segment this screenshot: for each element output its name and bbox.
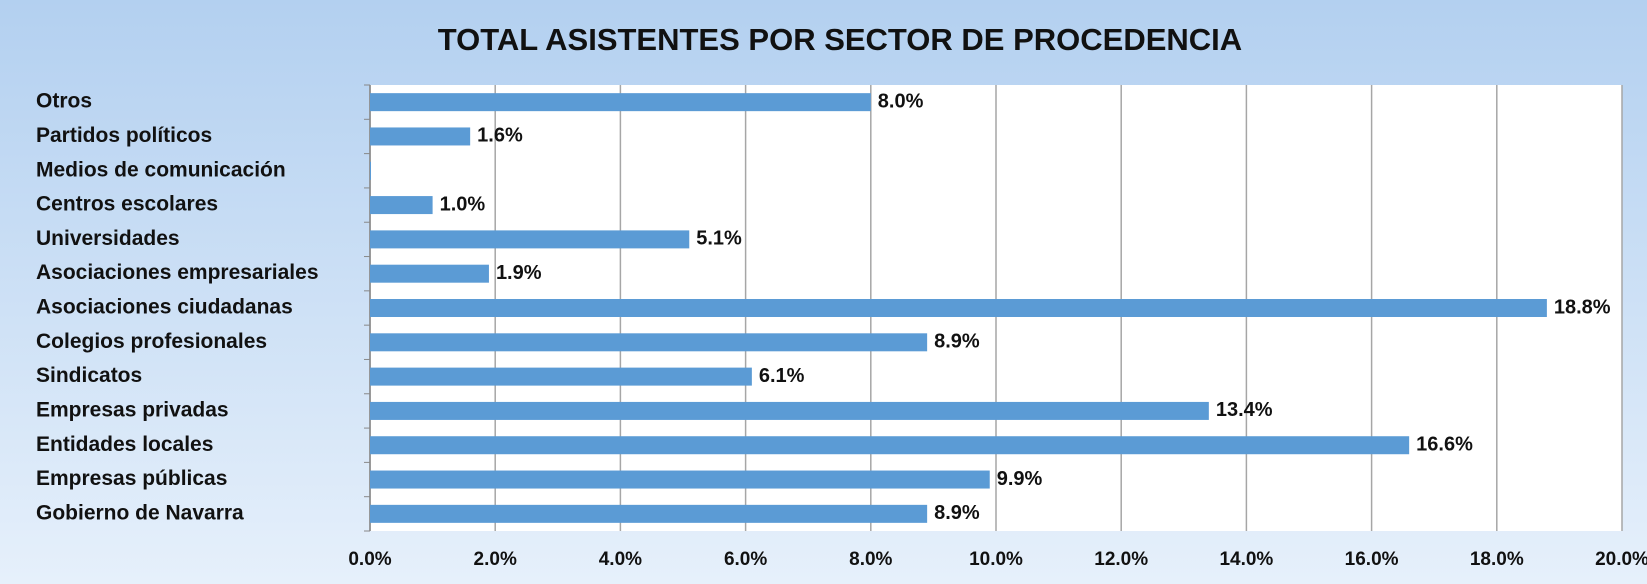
- bar: [370, 504, 928, 523]
- x-tick-label: 12.0%: [1094, 549, 1148, 570]
- y-tick-label: Universidades: [36, 227, 180, 250]
- y-tick-label: Sindicatos: [36, 364, 142, 387]
- y-tick-label: Entidades locales: [36, 433, 213, 456]
- value-label: 1.9%: [496, 262, 542, 284]
- bar: [370, 230, 690, 249]
- y-tick-label: Asociaciones empresariales: [36, 261, 319, 284]
- value-label: 8.0%: [878, 90, 924, 112]
- x-tick-label: 14.0%: [1219, 549, 1273, 570]
- y-tick-label: Medios de comunicación: [36, 158, 286, 181]
- x-tick-label: 10.0%: [969, 549, 1023, 570]
- value-label: 1.0%: [440, 193, 486, 215]
- value-label: 9.9%: [997, 468, 1043, 490]
- bar: [370, 367, 752, 386]
- x-tick-label: 20.0%: [1595, 549, 1647, 570]
- value-label: 1.6%: [477, 125, 523, 147]
- bar: [370, 299, 1547, 317]
- bar: [370, 161, 371, 180]
- value-label: 8.9%: [934, 502, 980, 524]
- y-tick-label: Gobierno de Navarra: [36, 501, 244, 524]
- value-label: 13.4%: [1216, 399, 1273, 421]
- value-label: 6.1%: [759, 365, 805, 387]
- value-label: 5.1%: [696, 228, 742, 250]
- y-tick-label: Asociaciones ciudadanas: [36, 296, 293, 319]
- x-tick-label: 0.0%: [348, 549, 391, 570]
- x-tick-label: 4.0%: [599, 549, 642, 570]
- bar: [370, 196, 433, 215]
- bar: [370, 333, 928, 352]
- y-tick-label: Empresas privadas: [36, 398, 229, 421]
- y-tick-label: Centros escolares: [36, 193, 218, 216]
- y-tick-label: Partidos políticos: [36, 124, 212, 147]
- value-label: 18.8%: [1554, 296, 1611, 318]
- y-tick-label: Otros: [36, 90, 92, 113]
- x-tick-label: 8.0%: [849, 549, 892, 570]
- value-label: 16.6%: [1416, 434, 1473, 456]
- bar: [370, 264, 489, 283]
- x-tick-label: 18.0%: [1470, 549, 1524, 570]
- bar: [370, 127, 471, 146]
- bar: [370, 436, 1410, 455]
- bar: [370, 470, 990, 489]
- bar: [370, 401, 1209, 420]
- chart-title: TOTAL ASISTENTES POR SECTOR DE PROCEDENC…: [438, 22, 1242, 57]
- x-tick-label: 6.0%: [724, 549, 767, 570]
- x-tick-label: 2.0%: [474, 549, 517, 570]
- y-tick-label: Colegios profesionales: [36, 330, 267, 353]
- x-tick-label: 16.0%: [1345, 549, 1399, 570]
- value-label: 8.9%: [934, 331, 980, 353]
- y-tick-label: Empresas públicas: [36, 467, 227, 490]
- bar: [370, 93, 871, 112]
